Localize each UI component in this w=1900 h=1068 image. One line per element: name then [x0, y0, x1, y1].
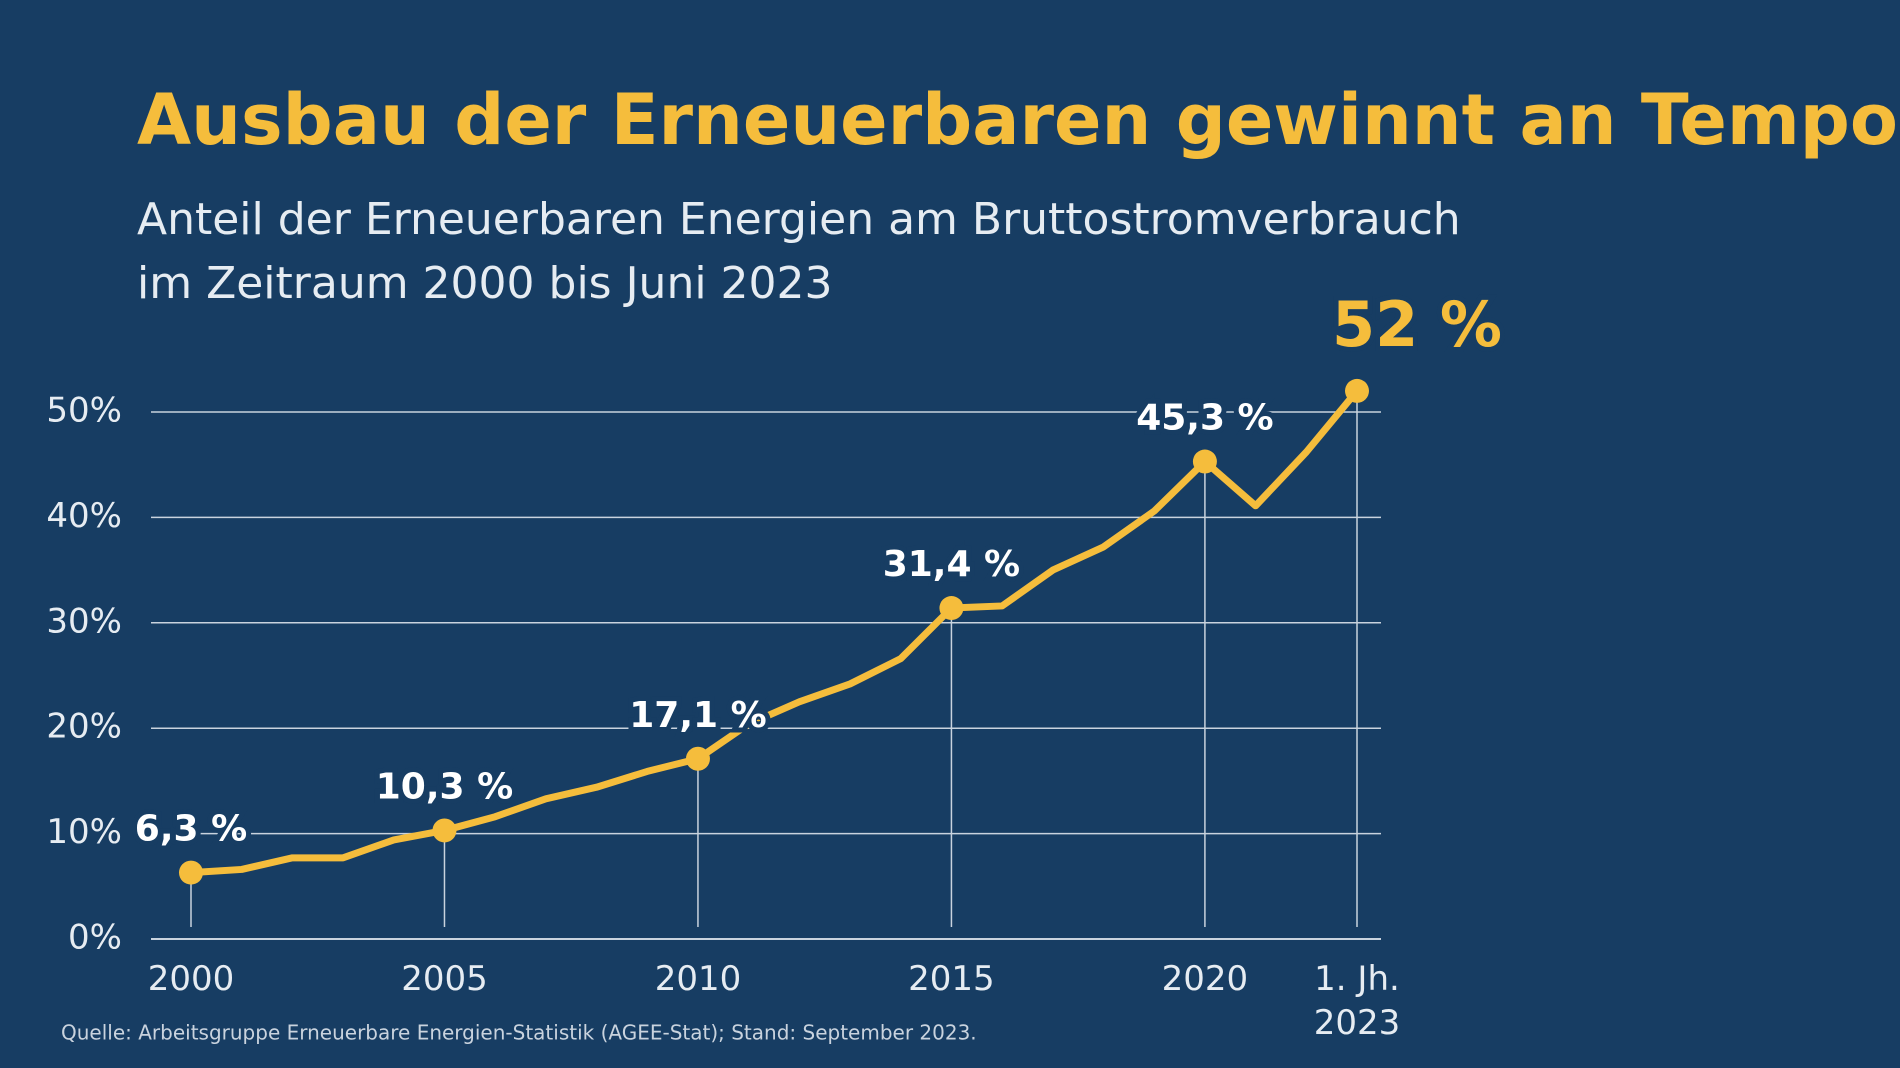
- data-point: [939, 596, 964, 621]
- x-tick-label: 1. Jh. 2023: [1313, 959, 1401, 1043]
- x-tick-label: 2015: [908, 959, 995, 999]
- value-label: 6,3 %: [135, 809, 247, 850]
- y-tick-label: 20%: [46, 707, 122, 747]
- x-tick-label: 2005: [401, 959, 488, 999]
- data-point: [685, 746, 710, 771]
- x-tick-label: 2000: [147, 959, 235, 999]
- value-label: 45,3 %: [1136, 398, 1273, 439]
- value-label: 10,3 %: [376, 766, 513, 807]
- data-point: [432, 818, 457, 843]
- y-tick-label: 0%: [68, 918, 122, 958]
- y-tick-label: 30%: [46, 601, 122, 641]
- data-point: [1192, 449, 1217, 474]
- source-note: Quelle: Arbeitsgruppe Erneuerbare Energi…: [61, 1021, 977, 1045]
- data-point: [179, 860, 203, 885]
- x-tick-label: 2020: [1161, 959, 1249, 999]
- data-line: [187, 387, 1361, 877]
- value-label: 31,4 %: [883, 544, 1020, 585]
- value-label: 17,1 %: [629, 695, 766, 736]
- y-tick-label: 50%: [46, 391, 122, 431]
- chart-subtitle: im Zeitraum 2000 bis Juni 2023: [137, 258, 833, 309]
- chart-title: Ausbau der Erneuerbaren gewinnt an Tempo: [137, 79, 1898, 161]
- y-tick-label: 10%: [46, 812, 122, 852]
- y-tick-label: 40%: [46, 496, 122, 536]
- chart-subtitle: Anteil der Erneuerbaren Energien am Brut…: [137, 194, 1461, 245]
- x-tick-label: 2010: [654, 959, 742, 999]
- data-point: [1345, 378, 1369, 403]
- highlight-label: 52 %: [1332, 288, 1502, 361]
